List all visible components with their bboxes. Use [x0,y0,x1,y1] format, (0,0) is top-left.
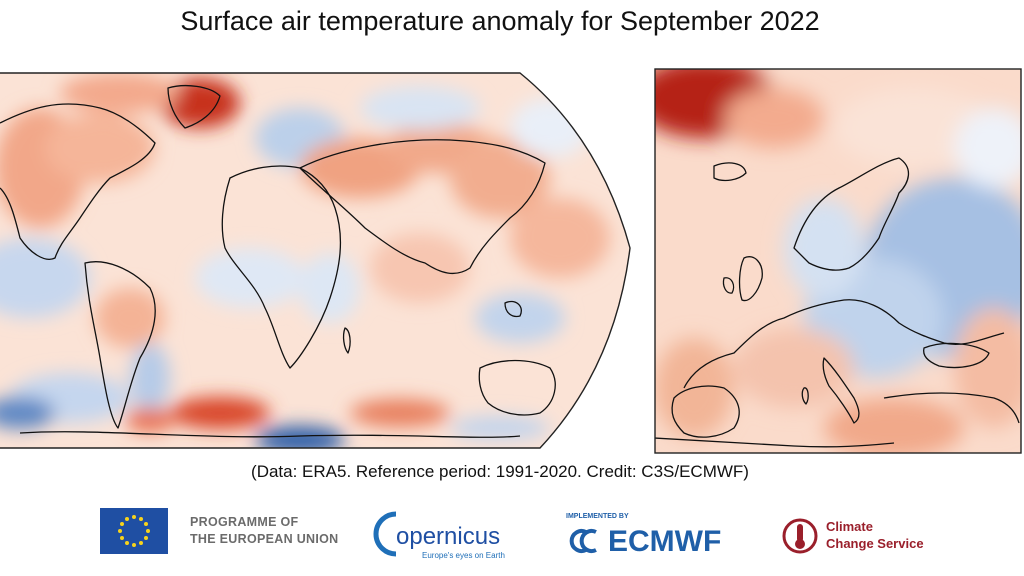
thermometer-icon [797,524,803,542]
world-anomaly-map [0,72,631,449]
eu-line-2: THE EUROPEAN UNION [190,532,339,546]
ecmwf-implemented-label: IMPLEMENTED BY [566,513,629,520]
ecmwf-swirl-icon [569,529,597,553]
copernicus-tagline: Europe's eyes on Earth [422,551,505,560]
c3s-line-2: Change Service [826,536,924,551]
ecmwf-logo: IMPLEMENTED BY ECMWF [566,513,721,558]
ecmwf-name: ECMWF [608,525,721,558]
data-credit: (Data: ERA5. Reference period: 1991-2020… [251,462,749,481]
europe-anomaly-map [654,68,1022,454]
eu-flag-icon [100,508,168,554]
c3s-logo: Climate Change Service [782,518,924,554]
eu-line-1: PROGRAMME OF [190,515,299,529]
c3s-line-1: Climate [826,519,873,534]
map-title: Surface air temperature anomaly for Sept… [180,6,820,36]
eu-programme-label: PROGRAMME OF THE EUROPEAN UNION [190,514,338,548]
copernicus-name: opernicus [396,523,500,550]
copernicus-logo: opernicus Europe's eyes on Earth [373,511,505,560]
logo-bar: PROGRAMME OF THE EUROPEAN UNION opernicu… [0,500,1024,570]
